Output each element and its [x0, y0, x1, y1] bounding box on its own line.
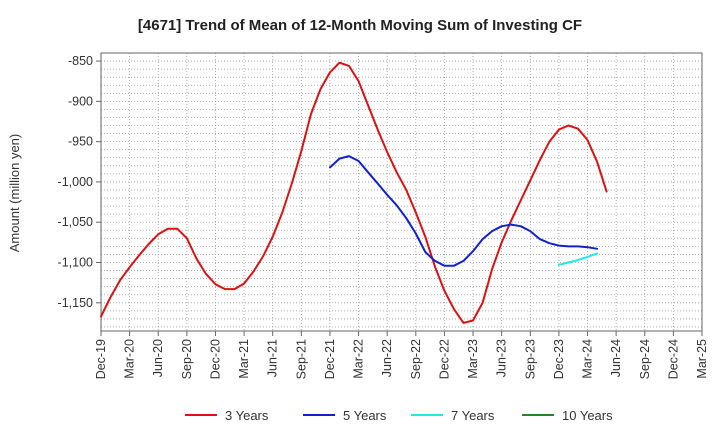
y-tick-label: -1,050 — [58, 215, 93, 229]
plot-area — [100, 52, 703, 332]
series-lines — [100, 61, 608, 324]
y-axis-label: Amount (million yen) — [7, 134, 22, 253]
legend: 3 Years 5 Years 7 Years 10 Years — [185, 408, 613, 423]
x-tick-label: Dec-22 — [437, 339, 451, 379]
grid-lines — [100, 53, 703, 331]
y-tick-label: -1,000 — [58, 175, 93, 189]
x-tick-label: Mar-21 — [237, 339, 251, 379]
x-tick-label: Sep-21 — [294, 339, 308, 379]
y-tick-label: -900 — [68, 94, 93, 108]
y-tick-label: -1,100 — [58, 256, 93, 270]
legend-label-3-years: 3 Years — [225, 408, 269, 423]
x-tick-label: Mar-23 — [466, 339, 480, 379]
x-tick-label: Jun-23 — [495, 339, 509, 377]
x-tick-label: Dec-19 — [94, 339, 108, 379]
x-tick-label: Sep-23 — [523, 339, 537, 379]
x-tick-label: Jun-21 — [266, 339, 280, 377]
series-line-3-years — [100, 61, 608, 324]
legend-label-7-years: 7 Years — [451, 408, 495, 423]
x-tick-label: Sep-20 — [180, 339, 194, 379]
x-tick-label: Mar-20 — [123, 339, 137, 379]
x-tick-label: Dec-21 — [323, 339, 337, 379]
chart-title: [4671] Trend of Mean of 12-Month Moving … — [138, 17, 582, 34]
y-tick-label: -1,150 — [58, 296, 93, 310]
x-tick-label: Sep-24 — [638, 339, 652, 379]
y-axis-ticks: -850 -900 -950 -1,000 -1,050 -1,100 -1,150 — [58, 54, 101, 310]
x-tick-label: Jun-24 — [609, 339, 623, 377]
x-tick-label: Jun-20 — [151, 339, 165, 377]
x-tick-label: Sep-22 — [409, 339, 423, 379]
series-line-5-years — [329, 155, 599, 267]
x-tick-label: Dec-20 — [208, 339, 222, 379]
x-tick-label: Dec-23 — [552, 339, 566, 379]
legend-label-5-years: 5 Years — [343, 408, 387, 423]
x-tick-label: Mar-24 — [581, 339, 595, 379]
x-tick-label: Mar-25 — [695, 339, 709, 379]
legend-label-10-years: 10 Years — [562, 408, 613, 423]
x-tick-label: Mar-22 — [352, 339, 366, 379]
x-tick-label: Dec-24 — [666, 339, 680, 379]
y-tick-label: -850 — [68, 54, 93, 68]
series-line-7-years — [557, 252, 599, 266]
x-axis-ticks: Dec-19 Mar-20 Jun-20 Sep-20 Dec-20 Mar-21 Jun-… — [94, 331, 709, 379]
y-tick-label: -950 — [68, 135, 93, 149]
x-tick-label: Jun-22 — [380, 339, 394, 377]
